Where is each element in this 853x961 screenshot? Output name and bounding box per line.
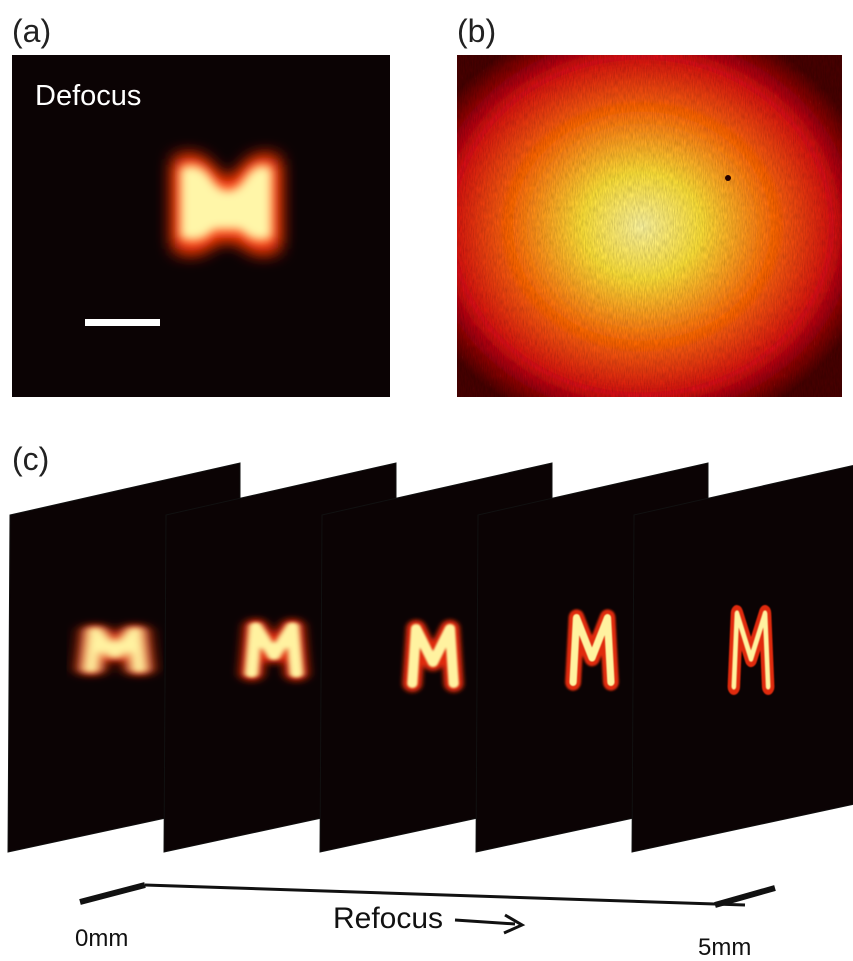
panel-label: (b) — [457, 13, 496, 49]
speck — [725, 175, 731, 181]
figure: (a) Defocus (b) (c) 0mm 5mm Refocus — [0, 0, 853, 961]
axis-title: Refocus — [333, 902, 443, 935]
axis-end: 5mm — [698, 934, 751, 961]
speckle-image — [457, 55, 842, 397]
panel-label: (c) — [12, 441, 49, 477]
axis-start: 0mm — [75, 925, 128, 952]
scale-bar — [85, 319, 160, 326]
focal-stack — [8, 463, 853, 852]
panel-label: (a) — [12, 13, 51, 49]
caption: Defocus — [35, 80, 141, 112]
focal-plane — [632, 463, 853, 852]
